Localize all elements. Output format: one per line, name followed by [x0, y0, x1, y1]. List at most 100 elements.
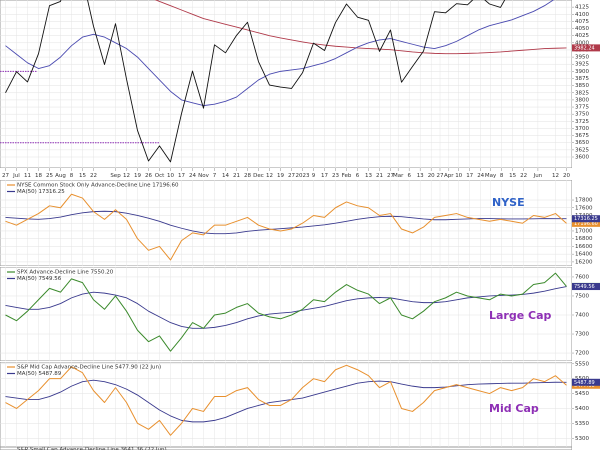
legend-label: S&P Mid Cap Advance-Decline Line 5477.90… [17, 365, 161, 371]
y-tick-label: 3725 [575, 119, 589, 125]
x-tick-label: 6 [356, 173, 360, 179]
y-tick-label: 3675 [575, 133, 589, 139]
x-tick-label: 10 [167, 173, 174, 179]
x-tick-label: 11 [24, 173, 31, 179]
y-tick-label: 4025 [575, 33, 589, 39]
x-tick-label: 27 [437, 173, 444, 179]
panel-label: Large Cap [489, 309, 552, 322]
x-tick-label: 15 [509, 173, 516, 179]
x-tick-label: 2023 [296, 173, 310, 179]
x-tick-label: 8 [70, 173, 74, 179]
last-value-box [572, 215, 600, 223]
y-tick-label: 16600 [575, 244, 593, 250]
panel-frame [0, 362, 572, 447]
series-line [5, 0, 506, 163]
x-tick-label: 19 [134, 173, 141, 179]
x-tick-label: 13 [365, 173, 372, 179]
y-tick-label: 7600 [575, 274, 589, 280]
x-tick-label: 21 [376, 173, 383, 179]
x-tick-label: 17 [466, 173, 473, 179]
plot-area [0, 267, 572, 361]
legend-label: MA(50) 7549.56 [17, 276, 62, 282]
plot-area [0, 362, 572, 447]
x-tick-label: Aug [55, 173, 66, 179]
y-tick-label: 3875 [575, 76, 589, 82]
x-tick-label: Jun [533, 173, 543, 179]
y-tick-label: 5400 [575, 406, 589, 412]
x-tick-label: 25 [46, 173, 53, 179]
y-tick-label: 3900 [575, 69, 589, 75]
x-tick-label: 13 [417, 173, 424, 179]
x-tick-label: 24 [189, 173, 196, 179]
x-tick-label: 12 [123, 173, 130, 179]
x-tick-label: Jul [12, 173, 20, 179]
x-tick-label: 12 [552, 173, 559, 179]
y-tick-label: 17600 [575, 205, 593, 211]
x-tick-label: May [485, 173, 497, 179]
y-tick-label: 7400 [575, 312, 589, 318]
series-line [5, 193, 567, 261]
y-tick-label: 3800 [575, 97, 589, 103]
y-tick-label: 3950 [575, 55, 589, 61]
x-tick-label: 17 [321, 173, 328, 179]
y-tick-label: 5350 [575, 421, 589, 427]
x-tick-label: 18 [35, 173, 42, 179]
y-tick-label: 7500 [575, 293, 589, 299]
x-tick-label: 27 [387, 173, 394, 179]
x-tick-label: 8 [500, 173, 504, 179]
x-tick-label: Mar [393, 173, 404, 179]
x-tick-label: 19 [277, 173, 284, 179]
x-tick-label: 27 [288, 173, 295, 179]
legend-label: MA(50) 17316.25 [17, 189, 65, 195]
y-tick-label: 3925 [575, 62, 589, 68]
x-tick-label: Nov [198, 173, 209, 179]
y-tick-label: 3750 [575, 112, 589, 118]
x-tick-label: 12 [266, 173, 273, 179]
y-tick-label: 16400 [575, 252, 593, 258]
y-tick-label: 4100 [575, 12, 589, 18]
x-tick-label: 21 [233, 173, 240, 179]
panel-frame [0, 0, 572, 168]
panel-label: NYSE [492, 196, 525, 209]
y-tick-label: 7200 [575, 351, 589, 357]
series-line [5, 0, 555, 107]
last-value-box [572, 283, 600, 291]
x-tick-label: 9 [312, 173, 316, 179]
series-line [5, 364, 567, 436]
y-tick-label: 4075 [575, 19, 589, 25]
y-tick-label: 4050 [575, 26, 589, 32]
last-value-label: 7549.56 [574, 284, 595, 290]
y-tick-label: 7300 [575, 332, 589, 338]
last-value-label: 17316.25 [574, 216, 598, 222]
y-tick-label: 5450 [575, 391, 589, 397]
x-tick-label: 23 [332, 173, 339, 179]
y-tick-label: 3650 [575, 140, 589, 146]
x-tick-label: 17 [178, 173, 185, 179]
y-tick-label: 17800 [575, 198, 593, 204]
last-value-box [572, 44, 600, 52]
y-tick-label: 3850 [575, 83, 589, 89]
y-tick-label: 5550 [575, 361, 589, 367]
series-line [5, 272, 567, 352]
y-tick-label: 16200 [575, 259, 593, 265]
series-line [154, 0, 567, 55]
y-tick-label: 3600 [575, 155, 589, 161]
x-tick-label: 20 [563, 173, 570, 179]
x-tick-label: 22 [90, 173, 97, 179]
x-tick-label: 22 [520, 173, 527, 179]
panel-label: Mid Cap [489, 402, 539, 415]
x-tick-label: Dec [253, 173, 264, 179]
legend-label: MA(50) 5487.89 [17, 371, 62, 377]
x-tick-label: 20 [428, 173, 435, 179]
y-tick-label: 5300 [575, 436, 589, 442]
plot-area [0, 0, 572, 168]
y-tick-label: 3825 [575, 90, 589, 96]
x-tick-label: 6 [407, 173, 411, 179]
y-tick-label: 4125 [575, 5, 589, 11]
last-value-box [572, 378, 600, 386]
x-tick-label: 28 [244, 173, 251, 179]
plot-area [0, 180, 572, 266]
legend-label: NYSE Common Stock Only Advance-Decline L… [17, 183, 179, 189]
y-tick-label: 17000 [575, 228, 593, 234]
